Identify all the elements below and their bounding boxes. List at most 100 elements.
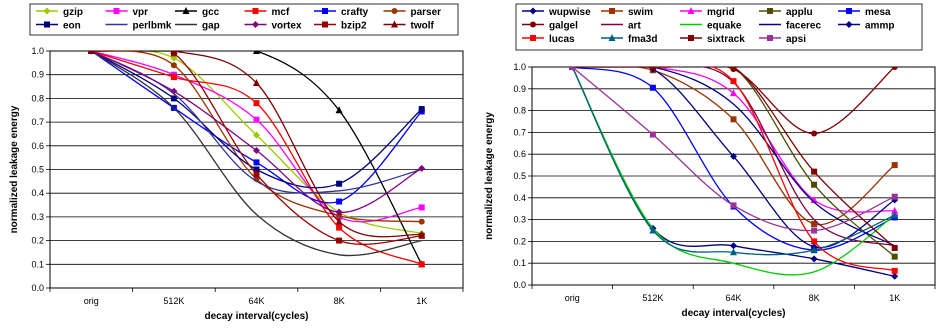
series-line-fma3d xyxy=(571,67,895,256)
data-point-gcc-64k xyxy=(253,51,260,54)
legend-label-gzip: gzip xyxy=(63,7,83,18)
x-tick-label-1k: 1K xyxy=(416,296,427,306)
legend-label-galgel: galgel xyxy=(549,21,578,32)
legend-label-vortex: vortex xyxy=(272,21,302,32)
x-tick-label-orig: orig xyxy=(565,293,580,303)
data-point-wupwise-1k xyxy=(891,272,899,280)
legend-marker xyxy=(846,8,852,14)
legend-marker xyxy=(252,21,259,28)
x-axis-title: decay interval(cycles) xyxy=(682,308,786,319)
legend-marker xyxy=(391,8,398,14)
data-point-mgrid-1k xyxy=(891,206,899,214)
data-point-galgel-8k xyxy=(811,130,818,137)
legend-symbol-ammp xyxy=(838,21,860,28)
legend-label-facerec: facerec xyxy=(786,21,821,32)
data-point-apsi-1k xyxy=(891,193,898,200)
data-point-sixtrack-8k xyxy=(811,168,818,175)
series-equake xyxy=(571,67,896,276)
legend-label-applu: applu xyxy=(786,7,813,18)
data-point-mesa-512k xyxy=(649,84,656,91)
y-tick-label: 0.7 xyxy=(513,127,526,137)
legend-label-gap: gap xyxy=(202,21,220,32)
data-point-sixtrack-512k xyxy=(649,67,656,70)
legend-label-ammp: ammp xyxy=(865,21,894,32)
legend-symbol-apsi xyxy=(759,35,781,41)
chart-svg-floating-point: 0.0 0.1 0.2 0.3 0.4 0.5 0.6 0.7 0.8 0.9 1.0 orig 512… xyxy=(484,3,936,319)
legend-marker xyxy=(609,8,615,14)
x-tick-label-8k: 8K xyxy=(334,296,345,306)
series-line-galgel xyxy=(572,67,896,135)
data-point-twolf-orig xyxy=(87,51,95,54)
legend-label-lucas: lucas xyxy=(549,34,575,45)
legend-label-fma3d: fma3d xyxy=(628,34,657,45)
legend-symbol-applu xyxy=(759,8,781,14)
legend-marker xyxy=(688,35,694,41)
data-point-fma3d-1k xyxy=(891,211,899,219)
y-axis-title: normalized leakage energy xyxy=(484,112,495,240)
y-tick-label: 0.8 xyxy=(31,93,44,103)
data-point-gcc-8k xyxy=(335,106,343,114)
chart-panel-floating-point: 0.0 0.1 0.2 0.3 0.4 0.5 0.6 0.7 0.8 0.9 1.0 orig 512… xyxy=(480,0,938,324)
data-point-wupwise-8k xyxy=(810,255,818,263)
y-tick-label: 0.0 xyxy=(31,283,44,293)
data-point-lucas-8k xyxy=(811,238,818,245)
legend-symbol-parser xyxy=(383,8,406,14)
x-axis-title: decay interval(cycles) xyxy=(205,311,309,322)
y-tick-label: 0.1 xyxy=(513,258,526,268)
legend-marker xyxy=(322,8,328,14)
data-point-apsi-64k xyxy=(730,202,737,209)
legend-label-gcc: gcc xyxy=(202,7,220,18)
legend-symbol-sixtrack xyxy=(680,35,702,41)
series-line-twolf xyxy=(91,51,422,238)
series-line-sixtrack xyxy=(572,67,896,249)
data-point-fma3d-64k xyxy=(730,248,737,256)
data-point-vortex-64k xyxy=(253,147,260,155)
data-point-eon-64k xyxy=(253,166,260,173)
legend-marker xyxy=(182,7,190,14)
data-point-swim-64k xyxy=(730,116,737,123)
data-point-wupwise-64k xyxy=(730,242,737,250)
legend-label-eon: eon xyxy=(63,21,81,32)
series-vortex xyxy=(87,51,426,216)
series-apsi xyxy=(569,67,898,234)
legend-symbol-gcc xyxy=(175,7,197,14)
data-point-twolf-512k xyxy=(170,51,178,54)
series-line-applu xyxy=(572,67,896,258)
legend-symbol-mgrid xyxy=(680,7,702,14)
data-point-lucas-1k xyxy=(891,267,898,274)
legend-marker xyxy=(43,7,51,15)
x-tick-label-orig: orig xyxy=(84,296,99,306)
data-point-eon-512k xyxy=(170,95,177,102)
legend-label-vpr: vpr xyxy=(133,7,149,18)
data-point-ammp-64k xyxy=(730,152,737,160)
data-point-vpr-64k xyxy=(253,116,260,123)
series-line-facerec xyxy=(572,67,896,247)
legend-label-mcf: mcf xyxy=(272,7,290,18)
legend-symbol-vpr xyxy=(105,8,128,14)
data-point-mcf-512k xyxy=(170,74,177,81)
y-tick-label: 1.0 xyxy=(31,46,44,56)
data-point-crafty-8k xyxy=(336,198,343,205)
y-tick-label: 0.3 xyxy=(31,212,44,222)
chart-panel-integer: 0.0 0.1 0.2 0.3 0.4 0.5 0.6 0.7 0.8 0.9 1.0 orig 512… xyxy=(9,3,464,322)
legend-marker xyxy=(687,7,695,14)
legend-symbol-galgel xyxy=(522,21,544,28)
data-point-mcf-8k xyxy=(336,224,343,231)
legend-label-perlbmk: perlbmk xyxy=(133,21,172,32)
legend-label-swim: swim xyxy=(628,7,653,18)
legend-label-mgrid: mgrid xyxy=(707,7,735,18)
legend-marker xyxy=(113,8,120,14)
series-twolf xyxy=(87,51,426,238)
legend-label-equake: equake xyxy=(707,21,742,32)
series-line-swim xyxy=(572,67,896,226)
legend-symbol-gzip xyxy=(36,7,58,15)
legend-symbol-bzip2 xyxy=(314,21,336,28)
data-point-apsi-orig xyxy=(569,67,576,70)
legend: gzip vpr gcc mcf crafty parser eon perlbmk gap vo… xyxy=(29,3,459,36)
legend-box xyxy=(29,3,459,36)
y-tick-label: 0.3 xyxy=(513,215,526,225)
legend-marker xyxy=(252,8,259,14)
y-tick-label: 0.2 xyxy=(513,236,526,246)
x-tick-label-64k: 64K xyxy=(248,296,264,306)
data-point-crafty-64k xyxy=(253,159,260,166)
